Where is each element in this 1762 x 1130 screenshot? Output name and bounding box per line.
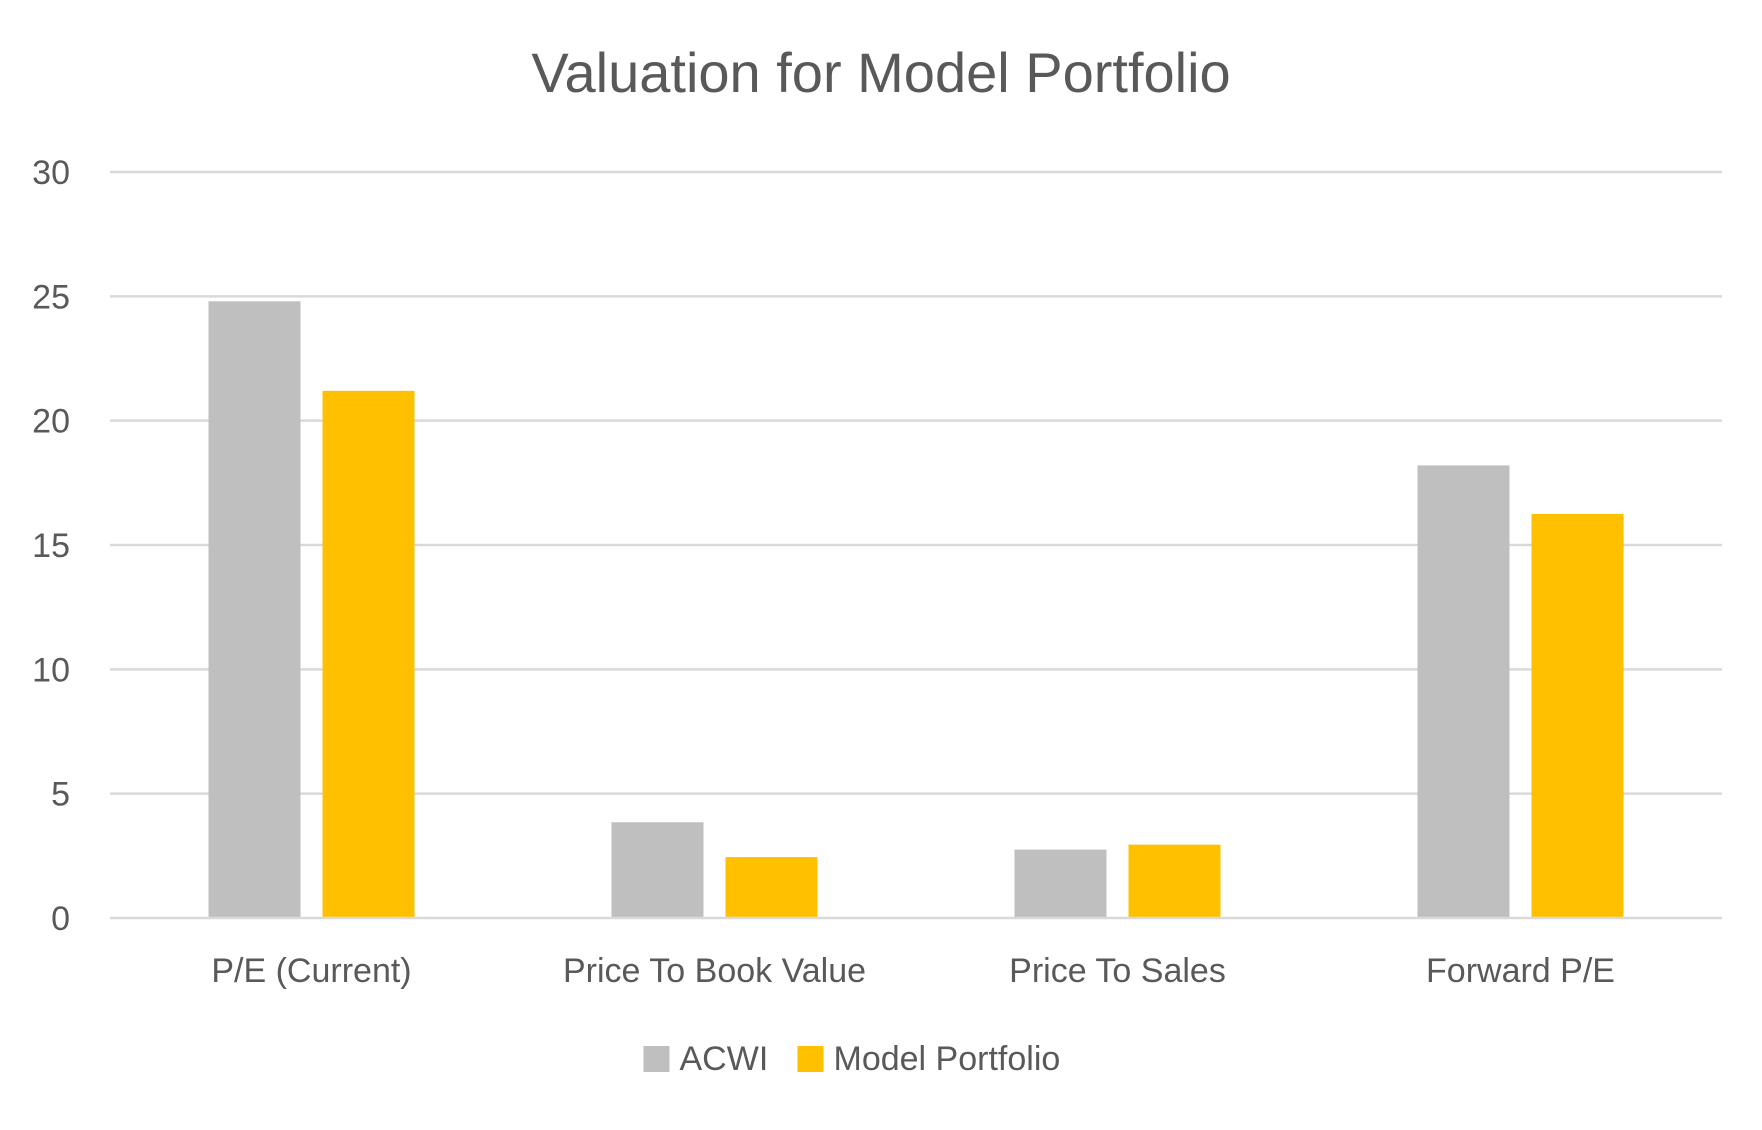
- bar-model-portfolio-3: [1531, 513, 1624, 918]
- y-axis-ticks: 0 5 10 15 20 25 30: [32, 154, 70, 938]
- legend: ACWI Model Portfolio: [643, 1040, 1061, 1078]
- legend-item-acwi: ACWI: [643, 1040, 769, 1078]
- legend-label: Model Portfolio: [834, 1040, 1061, 1078]
- y-tick-label: 10: [32, 651, 70, 689]
- bar-model-portfolio-2: [1128, 844, 1221, 918]
- bar-acwi-2: [1014, 849, 1107, 918]
- y-tick-label: 30: [32, 154, 70, 192]
- bar-acwi-1: [611, 822, 704, 918]
- y-tick-label: 0: [51, 900, 70, 938]
- x-category-label: P/E (Current): [211, 952, 411, 990]
- x-category-label: Price To Book Value: [563, 952, 866, 990]
- x-category-label: Forward P/E: [1426, 952, 1615, 990]
- legend-swatch: [797, 1046, 824, 1072]
- y-tick-label: 5: [51, 776, 70, 814]
- legend-swatch: [643, 1046, 670, 1072]
- x-category-label: Price To Sales: [1009, 952, 1226, 990]
- bar-acwi-3: [1417, 465, 1510, 918]
- y-tick-label: 25: [32, 278, 70, 316]
- y-tick-label: 20: [32, 403, 70, 441]
- legend-item-model-portfolio: Model Portfolio: [797, 1040, 1061, 1078]
- x-axis-categories: P/E (Current) Price To Book Value Price To…: [211, 952, 1615, 990]
- bar-model-portfolio-0: [322, 390, 415, 918]
- chart-title: Valuation for Model Portfolio: [531, 41, 1230, 104]
- bar-model-portfolio-1: [725, 857, 818, 918]
- legend-label: ACWI: [680, 1040, 769, 1078]
- bars: [208, 301, 1624, 919]
- bar-acwi-0: [208, 301, 301, 919]
- y-tick-label: 15: [32, 527, 70, 565]
